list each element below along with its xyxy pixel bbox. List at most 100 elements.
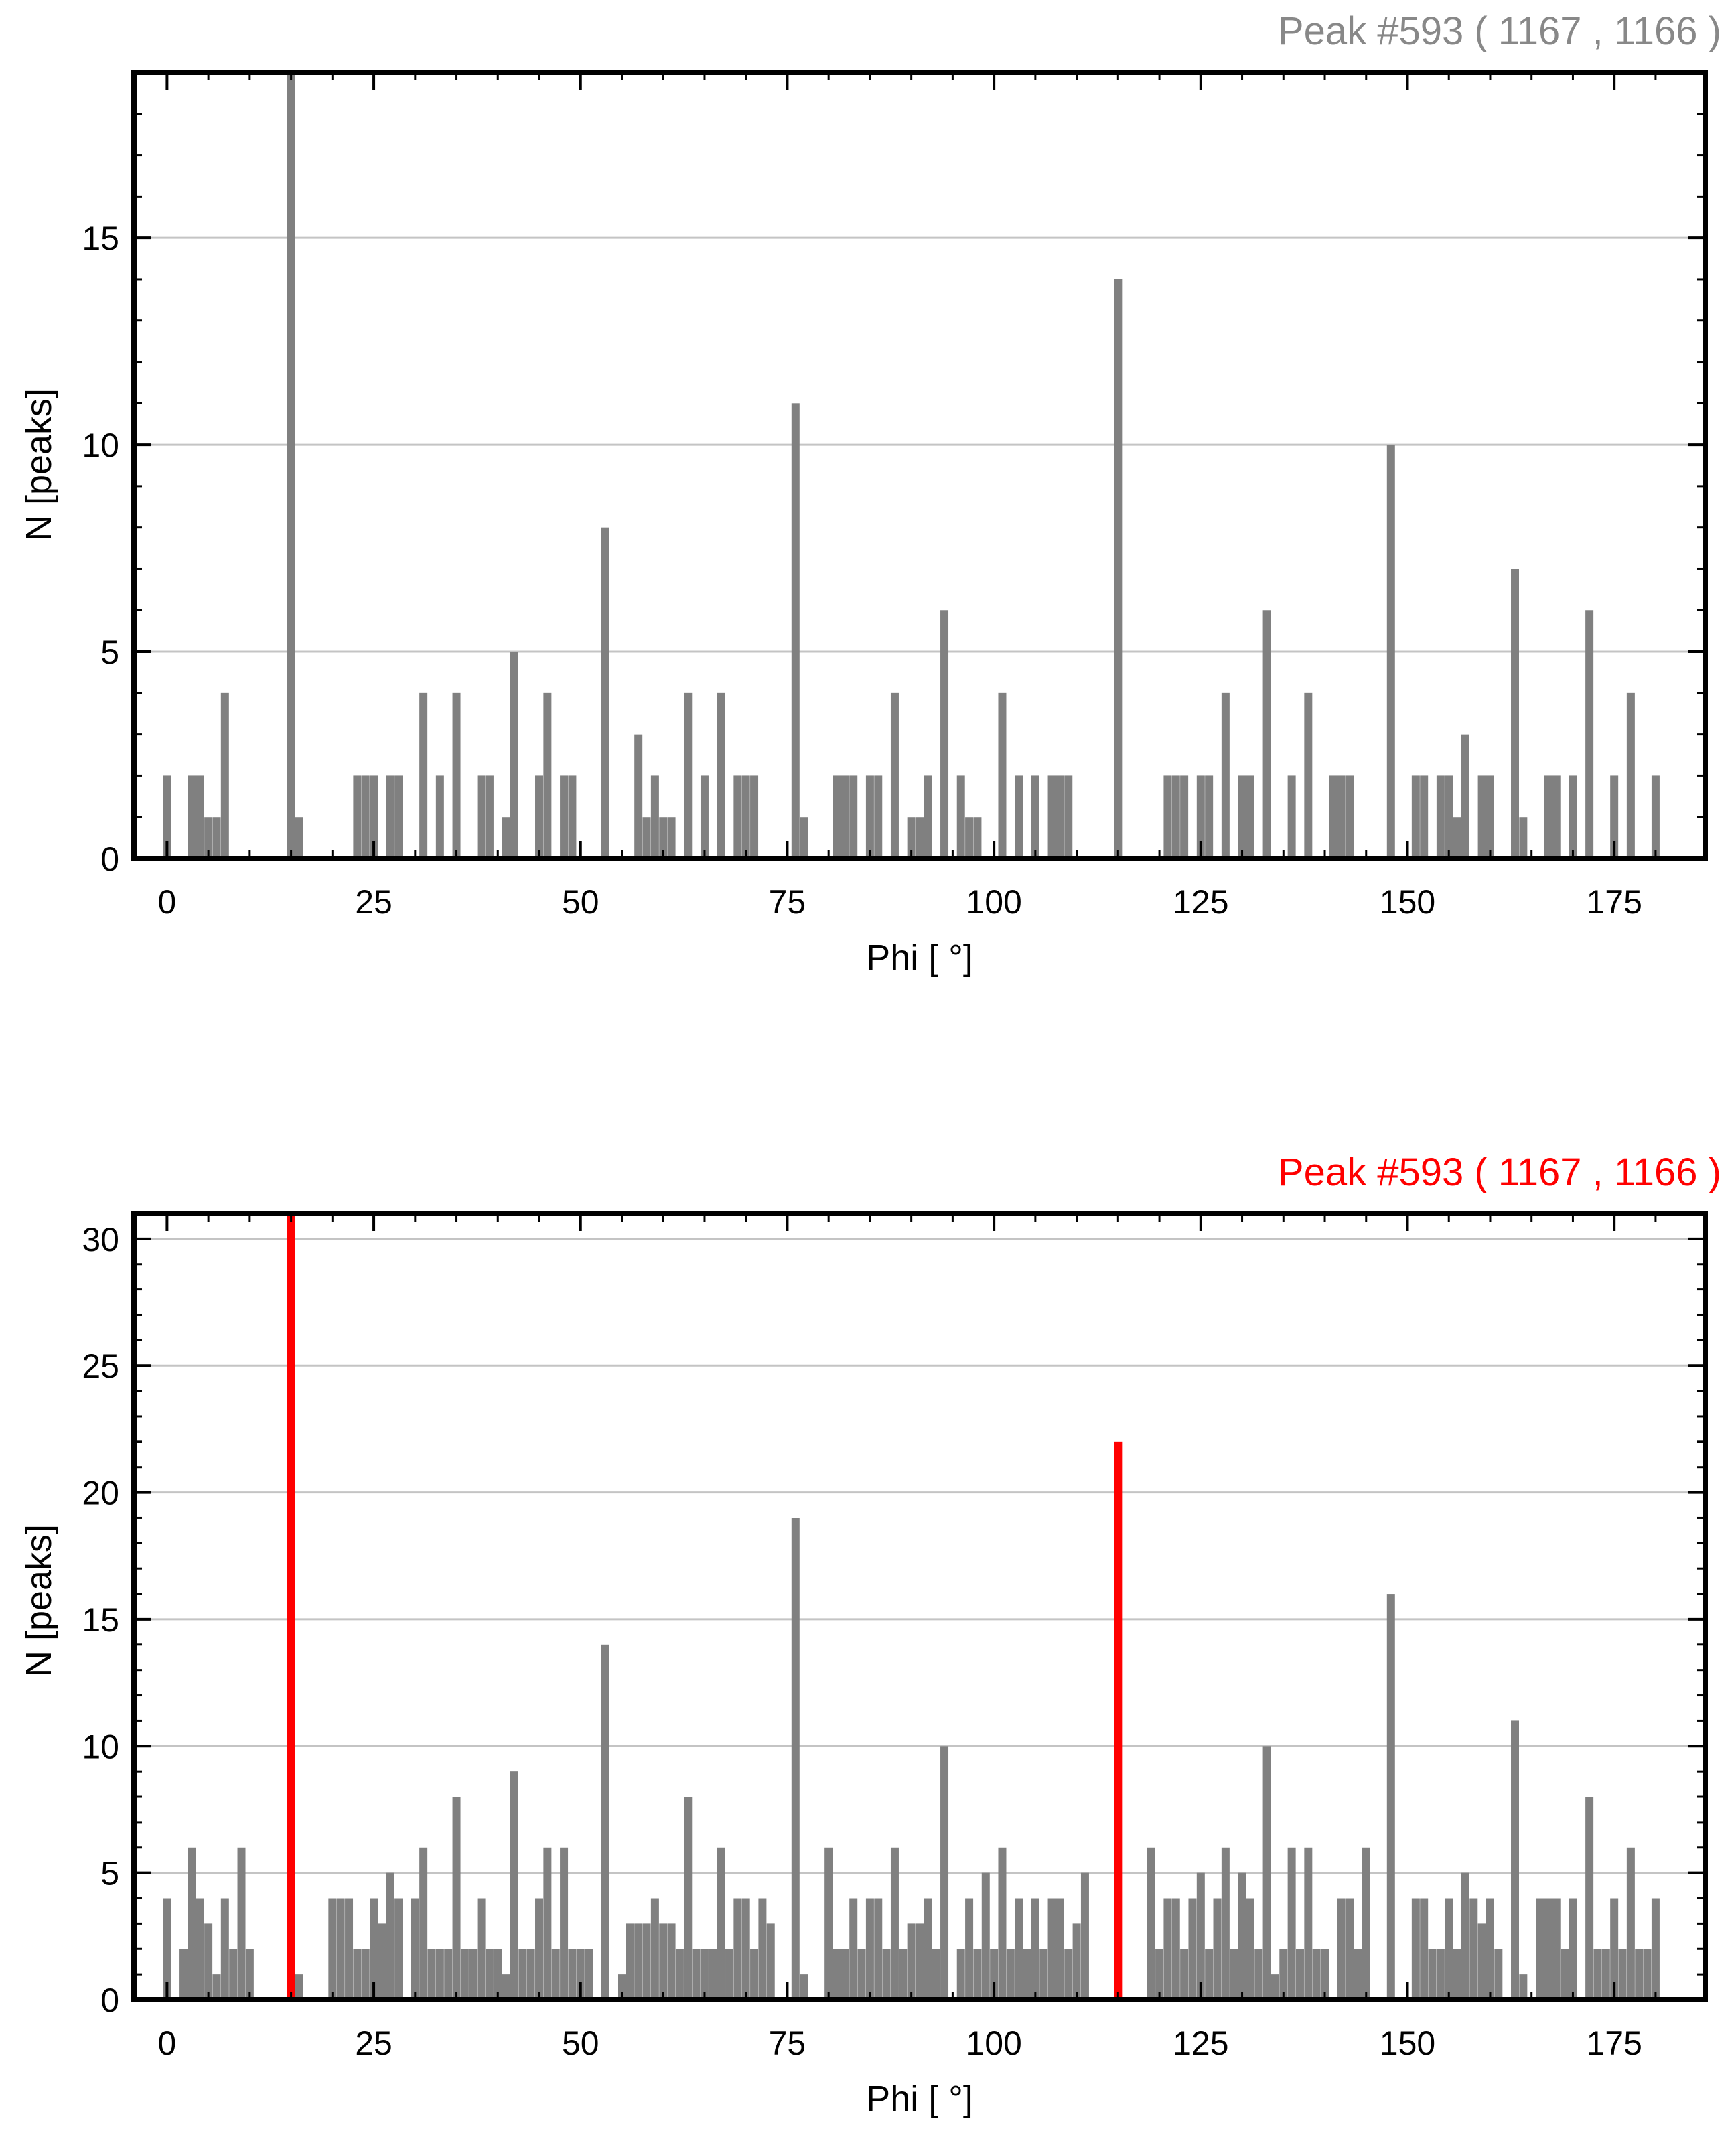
top-chart-bar xyxy=(1163,775,1172,859)
bottom-chart-bar xyxy=(634,1923,643,2000)
bottom-chart-bar xyxy=(1287,1847,1296,2000)
top-chart-bar xyxy=(601,527,609,859)
bottom-chart-bar xyxy=(824,1847,833,2000)
top-chart-bar xyxy=(1461,734,1469,859)
bottom-chart-bar xyxy=(452,1797,461,2000)
bottom-chart-bar xyxy=(494,1949,502,2000)
top-chart-bar xyxy=(741,775,750,859)
bottom-chart-bar xyxy=(1023,1949,1031,2000)
bottom-chart-bar xyxy=(1155,1949,1164,2000)
bottom-chart-x-tick-label: 150 xyxy=(1380,2024,1435,2062)
bottom-chart-bar xyxy=(650,1898,659,2000)
bottom-chart-bar xyxy=(1213,1898,1222,2000)
bottom-chart-bar xyxy=(336,1898,345,2000)
bottom-chart-bar xyxy=(1205,1949,1214,2000)
bottom-chart-bar xyxy=(932,1949,940,2000)
bottom-chart-bar xyxy=(1047,1898,1056,2000)
top-chart-bar xyxy=(1453,817,1461,859)
bottom-chart-bar xyxy=(1362,1847,1370,2000)
bottom-chart-bar xyxy=(766,1923,775,2000)
bottom-chart-y-tick-label: 10 xyxy=(82,1728,119,1765)
top-chart-bar xyxy=(791,403,800,859)
top-chart-bar xyxy=(717,692,725,859)
top-chart-bar xyxy=(684,692,693,859)
top-chart-frame xyxy=(131,70,1708,861)
bottom-chart-bar xyxy=(1469,1898,1478,2000)
bottom-chart-x-tick-label: 125 xyxy=(1173,2024,1228,2062)
bottom-chart-bar xyxy=(435,1949,444,2000)
bottom-chart-bar xyxy=(1304,1847,1313,2000)
bottom-chart-bar xyxy=(916,1923,924,2000)
top-chart-bar xyxy=(1486,775,1494,859)
bottom-chart-bar xyxy=(1511,1720,1520,2000)
top-chart-bar xyxy=(1064,775,1073,859)
bottom-chart-bar xyxy=(1593,1949,1602,2000)
top-chart-bar xyxy=(634,734,643,859)
bottom-chart-bar xyxy=(1635,1949,1644,2000)
top-chart-x-tick-label: 50 xyxy=(562,883,599,921)
bottom-chart-y-tick-label: 0 xyxy=(100,1982,119,2019)
bottom-chart-bar xyxy=(353,1949,362,2000)
top-chart-bar xyxy=(1552,775,1561,859)
top-chart-ylabel: N [peaks] xyxy=(19,388,59,541)
top-chart-bar xyxy=(940,610,949,859)
top-chart-bar xyxy=(196,775,204,859)
top-chart-bar xyxy=(452,692,461,859)
bottom-chart-bar xyxy=(601,1644,609,2000)
top-chart-bar xyxy=(924,775,932,859)
bottom-chart-frame xyxy=(131,1211,1708,2002)
bottom-chart-bar xyxy=(1486,1898,1494,2000)
bottom-chart-bar xyxy=(1312,1949,1321,2000)
bottom-chart-bar xyxy=(460,1949,469,2000)
top-chart-bar xyxy=(163,775,171,859)
bottom-chart-bar xyxy=(220,1898,229,2000)
bottom-chart-bar xyxy=(196,1898,204,2000)
bottom-chart-bar xyxy=(750,1949,759,2000)
top-chart-bar xyxy=(295,817,303,859)
top-chart-x-tick-label: 75 xyxy=(769,883,806,921)
bottom-chart-bar xyxy=(1295,1949,1304,2000)
bottom-chart-bar xyxy=(899,1949,908,2000)
top-chart-bar xyxy=(212,817,221,859)
bottom-chart-bar xyxy=(709,1949,717,2000)
top-chart-bar xyxy=(435,775,444,859)
bottom-chart-bar xyxy=(1561,1949,1569,2000)
bottom-chart-bar xyxy=(1230,1949,1238,2000)
bottom-chart-y-tick-label: 5 xyxy=(100,1855,119,1893)
bottom-chart-bar xyxy=(1246,1898,1254,2000)
top-chart-bar xyxy=(841,775,849,859)
top-chart-bar xyxy=(650,775,659,859)
bottom-chart-bar xyxy=(667,1923,676,2000)
top-chart-y-tick-label: 10 xyxy=(82,427,119,464)
top-chart-bar xyxy=(394,775,403,859)
top-chart-plot-area xyxy=(131,70,1708,861)
bottom-chart-bar xyxy=(1188,1898,1197,2000)
bottom-chart-highlight-bar xyxy=(287,1213,295,2000)
bottom-chart-bar xyxy=(394,1898,403,2000)
bottom-chart-bar xyxy=(1461,1872,1469,2000)
bottom-chart-bar xyxy=(618,1974,626,2000)
top-chart-bar xyxy=(1015,775,1023,859)
bottom-chart-bar xyxy=(626,1923,634,2000)
top-chart-y-tick-label: 15 xyxy=(82,220,119,257)
top-chart-bar xyxy=(477,775,486,859)
bottom-chart-bar xyxy=(1436,1949,1445,2000)
bottom-chart-bar xyxy=(568,1949,577,2000)
bottom-chart-bar xyxy=(973,1949,982,2000)
bottom-chart-bar xyxy=(1643,1949,1652,2000)
bottom-chart-y-tick-label: 25 xyxy=(82,1347,119,1385)
top-chart-bar xyxy=(543,692,552,859)
bottom-chart-bar xyxy=(188,1847,196,2000)
top-chart-bar xyxy=(1519,817,1528,859)
bottom-chart-bar xyxy=(1337,1898,1346,2000)
top-chart-bar xyxy=(204,817,213,859)
top-chart-bar xyxy=(642,817,651,859)
top-chart-bar xyxy=(1544,775,1552,859)
bottom-chart-bar xyxy=(361,1949,370,2000)
bottom-chart-bar xyxy=(965,1898,974,2000)
top-chart-bar xyxy=(700,775,709,859)
bottom-chart-plot-area xyxy=(131,1211,1708,2002)
top-chart-x-tick-label: 25 xyxy=(355,883,392,921)
bottom-chart-bar xyxy=(370,1898,378,2000)
